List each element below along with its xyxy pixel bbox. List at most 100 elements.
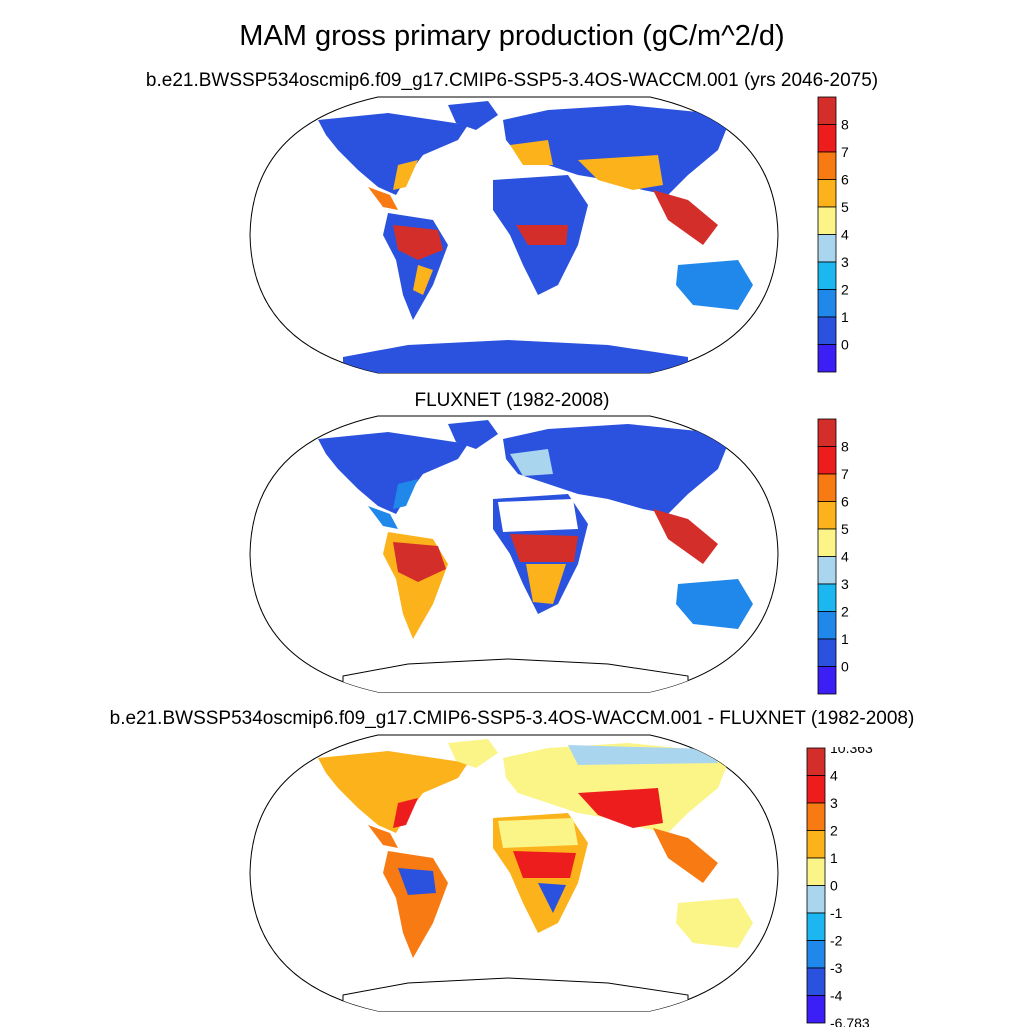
north-america-landmass xyxy=(318,432,468,514)
south-america-south xyxy=(413,265,433,295)
colorbar-label: -3 xyxy=(830,960,843,976)
colorbar-label: 1 xyxy=(841,631,849,647)
colorbar-difference: 10.363 4 3 2 1 0 -1 -2 -3 -4 -6.783 xyxy=(806,747,873,1027)
southeast-asia-region xyxy=(653,509,718,564)
colorbar-label: 2 xyxy=(841,282,849,298)
africa-south-region xyxy=(526,250,563,290)
antarctica-outline xyxy=(342,658,689,692)
colorbar-model: 8 7 6 5 4 3 2 1 0 xyxy=(817,96,849,373)
sahara-region xyxy=(498,818,578,848)
australia-landmass xyxy=(676,579,753,629)
greenland-landmass xyxy=(448,101,498,130)
figure-title: MAM gross primary production (gC/m^2/d) xyxy=(239,20,785,52)
central-america xyxy=(368,506,398,529)
colorbar-swatch xyxy=(806,912,826,941)
colorbar-swatch xyxy=(817,344,837,373)
colorbar-swatch xyxy=(817,556,837,585)
panel-2-subtitle: FLUXNET (1982-2008) xyxy=(414,390,610,411)
colorbar-swatch xyxy=(817,151,837,180)
colorbar-swatch xyxy=(806,857,826,886)
colorbar-swatch xyxy=(817,261,837,290)
australia-landmass xyxy=(676,260,753,310)
colorbar-swatch xyxy=(806,967,826,996)
colorbar-label: -1 xyxy=(830,905,843,921)
colorbar-label: 5 xyxy=(841,199,849,215)
antarctica-landmass xyxy=(343,340,688,373)
africa-south-region xyxy=(526,564,566,604)
southeast-asia-region xyxy=(653,828,718,883)
colorbar-label: 7 xyxy=(841,466,849,482)
colorbar-swatch xyxy=(817,501,837,530)
amazon-region xyxy=(393,225,443,260)
europe-region xyxy=(510,449,553,476)
colorbar-label: 1 xyxy=(841,309,849,325)
map-panel-obs xyxy=(249,415,779,693)
colorbar-swatch xyxy=(817,473,837,502)
africa-south-region xyxy=(538,883,566,913)
amazon-region xyxy=(393,542,446,582)
colorbar-swatch xyxy=(817,528,837,557)
colorbar-swatch xyxy=(806,995,826,1024)
colorbar-label: 10.363 xyxy=(830,747,873,756)
eurasia-landmass xyxy=(503,743,728,833)
colorbar-swatch xyxy=(817,666,837,695)
north-america-landmass xyxy=(318,113,468,195)
north-america-east xyxy=(393,479,418,509)
sahara-region xyxy=(498,499,578,532)
colorbar-label: 8 xyxy=(841,117,849,133)
colorbar-swatch xyxy=(806,747,826,776)
australia-landmass xyxy=(676,898,753,948)
colorbar-swatch xyxy=(806,802,826,831)
eurasia-landmass xyxy=(503,424,728,514)
colorbar-label: 7 xyxy=(841,144,849,160)
colorbar-label: 5 xyxy=(841,521,849,537)
north-america-landmass xyxy=(318,751,468,833)
colorbar-swatch xyxy=(817,234,837,263)
colorbar-label: -6.783 xyxy=(830,1015,870,1027)
greenland-landmass xyxy=(448,420,498,449)
panel-3-subtitle: b.e21.BWSSP534oscmip6.f09_g17.CMIP6-SSP5… xyxy=(109,708,915,729)
colorbar-label: 8 xyxy=(841,439,849,455)
colorbar-label: 4 xyxy=(841,227,849,243)
colorbar-swatch xyxy=(806,940,826,969)
colorbar-swatch xyxy=(806,885,826,914)
eurasia-landmass xyxy=(503,105,728,195)
colorbar-swatch xyxy=(817,124,837,153)
colorbar-label: 3 xyxy=(841,576,849,592)
colorbar-swatch xyxy=(806,775,826,804)
colorbar-swatch xyxy=(817,583,837,612)
central-africa-region xyxy=(513,851,576,878)
panel-1-subtitle: b.e21.BWSSP534oscmip6.f09_g17.CMIP6-SSP5… xyxy=(145,70,879,91)
colorbar-label: 0 xyxy=(841,659,849,675)
colorbar-label: 0 xyxy=(830,878,838,894)
colorbar-obs: 8 7 6 5 4 3 2 1 0 xyxy=(817,418,849,695)
asia-south-region xyxy=(578,788,663,828)
colorbar-swatch xyxy=(817,316,837,345)
colorbar-label: 4 xyxy=(830,768,838,784)
map-panel-model xyxy=(249,96,779,374)
europe-region xyxy=(510,140,553,165)
map-panel-difference xyxy=(249,734,779,1012)
colorbar-label: 2 xyxy=(841,604,849,620)
siberia-region xyxy=(568,745,718,765)
colorbar-label: 1 xyxy=(830,850,838,866)
colorbar-label: -4 xyxy=(830,988,843,1004)
colorbar-label: 3 xyxy=(830,795,838,811)
central-africa-region xyxy=(516,225,568,245)
greenland-landmass xyxy=(448,739,498,768)
colorbar-label: 6 xyxy=(841,172,849,188)
central-america xyxy=(368,825,398,848)
colorbar-label: 3 xyxy=(841,254,849,270)
north-america-east xyxy=(393,160,418,190)
asia-south-region xyxy=(578,155,663,190)
antarctica-outline xyxy=(342,977,689,1011)
central-africa-region xyxy=(510,534,578,562)
colorbar-swatch xyxy=(806,830,826,859)
colorbar-swatch xyxy=(817,446,837,475)
central-america xyxy=(368,187,398,210)
southeast-asia-region xyxy=(653,190,718,245)
amazon-region xyxy=(398,868,436,895)
colorbar-swatch xyxy=(817,638,837,667)
colorbar-swatch xyxy=(817,289,837,318)
colorbar-label: -2 xyxy=(830,933,843,949)
